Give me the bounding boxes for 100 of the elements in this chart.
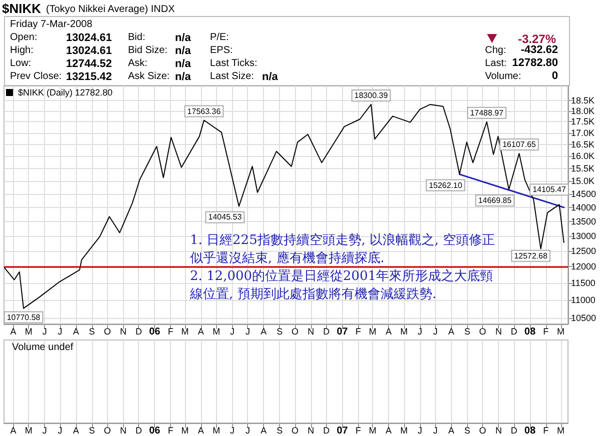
x-tick-label: J	[42, 326, 47, 336]
text: 13024.61	[66, 32, 112, 44]
text: M	[368, 426, 376, 436]
chart-title: $NIKK	[2, 1, 42, 16]
data-label: 14105.47	[532, 185, 566, 194]
x-tick-label: D	[323, 326, 330, 336]
y-tick-label: 11500	[571, 278, 596, 288]
x-tick-label: J	[418, 326, 422, 336]
text: D	[323, 426, 330, 436]
x-tick-label: J	[245, 326, 250, 336]
data-label: 17488.97	[470, 108, 504, 118]
text: A	[448, 426, 454, 436]
text: n/a	[175, 71, 191, 83]
text: 08	[524, 426, 536, 436]
y-tick-label: 11000	[571, 295, 596, 306]
text: n/a	[175, 32, 191, 44]
x-tick-label: A	[72, 326, 79, 336]
text: P/E:	[210, 32, 229, 43]
x-tick-label: J	[433, 326, 438, 336]
x-tick-label: M	[368, 326, 376, 336]
data-label: 10770.58	[6, 312, 41, 322]
text: M	[181, 426, 189, 436]
text: EPS:	[210, 45, 233, 56]
text: n/a	[262, 71, 278, 83]
x-tick-label: N	[495, 326, 502, 336]
data-label: 14045.53	[208, 212, 242, 222]
x-tick-label: M	[181, 326, 189, 336]
text: 12782.80	[512, 57, 558, 69]
text: M	[400, 426, 408, 436]
text: Bid Size:	[128, 45, 168, 56]
text: 0	[552, 70, 558, 82]
text: A	[260, 426, 267, 436]
text: F	[543, 426, 549, 436]
x-tick-label: F	[168, 326, 174, 336]
text: F	[168, 426, 174, 436]
x-tick-label: D	[135, 326, 142, 336]
x-tick-label: A	[448, 326, 454, 336]
text: J	[230, 426, 235, 436]
x-tick-label: F	[543, 326, 550, 336]
legend-label: $NIKK (Daily) 12782.80	[18, 88, 113, 98]
x-tick-label: J	[230, 326, 235, 336]
y-tick-label: 17.0K	[571, 128, 595, 138]
x-tick-label: M	[400, 326, 408, 336]
y-tick-label: 18.5K	[571, 95, 595, 106]
text: J	[42, 426, 47, 436]
text: M	[557, 426, 565, 436]
text: J	[433, 426, 438, 436]
text: J	[245, 426, 250, 436]
x-tick-label: A	[10, 326, 16, 336]
text: n/a	[175, 45, 191, 57]
text: A	[72, 426, 79, 436]
text: High:	[10, 45, 34, 56]
x-tick-label: 08	[524, 326, 536, 338]
y-tick-label: 10500	[571, 313, 596, 324]
text: S	[464, 426, 470, 436]
text: S	[88, 426, 95, 436]
y-tick-label: 17.5K	[571, 116, 595, 127]
text: n/a	[175, 58, 191, 70]
text: Chg:	[485, 45, 506, 56]
text: S	[276, 426, 283, 436]
x-tick-label: F	[355, 326, 362, 336]
annotation: 1. 日經225指數持續空頭走勢, 以浪幅觀之, 空頭修正似乎還沒結束, 應有機會持續探底.	[190, 232, 496, 268]
chart-subtitle: (Tokyo Nikkei Average) INDX	[46, 4, 175, 15]
x-tick-label: M	[557, 326, 565, 336]
x-tick-label: S	[88, 326, 95, 336]
text: Prev Close:	[10, 71, 62, 82]
x-tick-label: D	[510, 326, 518, 336]
y-tick-label: 14500	[571, 188, 596, 199]
text: Last Ticks:	[210, 58, 258, 69]
text: Last Size:	[210, 71, 254, 82]
x-tick-label: S	[276, 326, 283, 336]
x-tick-label: N	[120, 326, 127, 336]
x-tick-label: J	[58, 326, 62, 336]
text: N	[308, 426, 314, 436]
text: J	[58, 426, 62, 436]
text: Last:	[485, 58, 507, 69]
data-label: 18300.39	[354, 90, 388, 100]
y-tick-label: 13500	[571, 216, 596, 226]
x-tick-label: N	[308, 326, 314, 336]
line-series	[4, 104, 564, 309]
text: A	[10, 426, 16, 436]
y-tick-label: 15.5K	[571, 163, 595, 174]
text: 06	[149, 426, 160, 436]
x-tick-label: 06	[149, 326, 161, 338]
y-tick-label: 18.0K	[571, 106, 595, 116]
text: N	[495, 426, 502, 436]
data-label: 16107.65	[502, 140, 536, 150]
y-tick-label: 16.5K	[571, 139, 595, 150]
y-tick-label: 12500	[571, 246, 596, 256]
y-tick-label: 14000	[571, 202, 596, 212]
text: O	[291, 426, 299, 436]
text: O	[104, 426, 111, 436]
text: Volume:	[485, 71, 522, 82]
data-label: 12572.68	[514, 251, 548, 260]
x-tick-label: A	[386, 326, 392, 336]
text: Low:	[10, 58, 32, 69]
text: Volume undef	[12, 342, 74, 353]
text: J	[418, 426, 422, 436]
text: 13215.42	[66, 71, 112, 83]
x-tick-label: M	[24, 326, 32, 336]
